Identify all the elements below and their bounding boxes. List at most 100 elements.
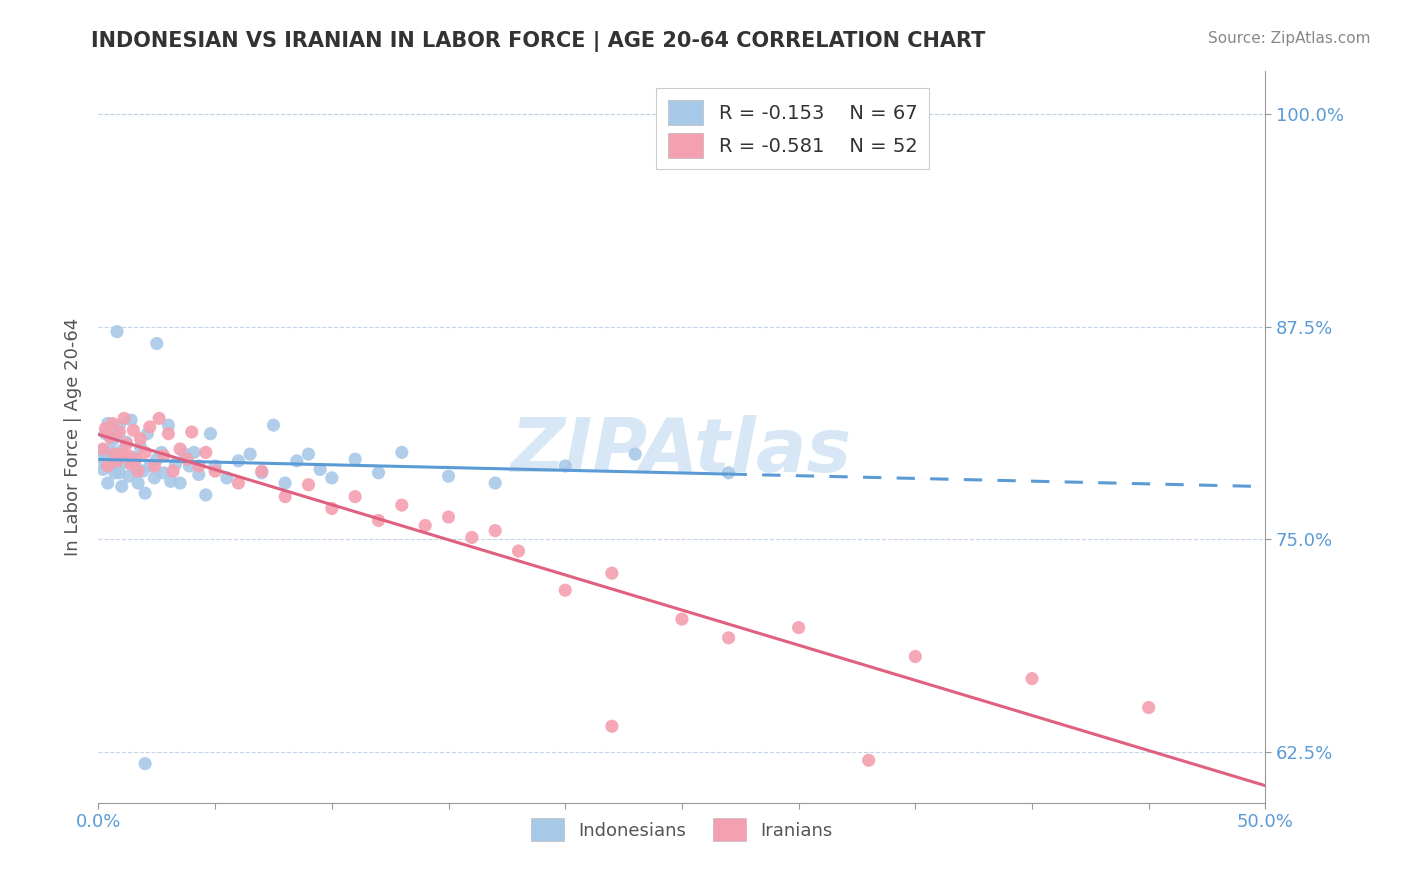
Point <box>159 475 181 489</box>
Point <box>554 458 576 473</box>
Point <box>600 719 623 733</box>
Point <box>367 466 389 480</box>
Point <box>297 447 319 461</box>
Point <box>111 443 134 458</box>
Point <box>115 437 138 451</box>
Point <box>146 336 169 351</box>
Point <box>437 469 460 483</box>
Point <box>194 488 217 502</box>
Point <box>105 450 128 465</box>
Point <box>122 423 145 437</box>
Point <box>104 466 127 480</box>
Point <box>215 471 238 485</box>
Point <box>194 445 217 459</box>
Point <box>157 418 180 433</box>
Text: Source: ZipAtlas.com: Source: ZipAtlas.com <box>1208 31 1371 46</box>
Point <box>484 524 506 538</box>
Text: INDONESIAN VS IRANIAN IN LABOR FORCE | AGE 20-64 CORRELATION CHART: INDONESIAN VS IRANIAN IN LABOR FORCE | A… <box>91 31 986 53</box>
Point <box>297 477 319 491</box>
Point <box>91 462 114 476</box>
Point <box>125 452 148 467</box>
Point <box>367 513 389 527</box>
Point <box>97 475 120 490</box>
Point <box>143 471 166 485</box>
Point <box>108 425 131 439</box>
Point <box>127 475 149 490</box>
Point <box>274 490 297 504</box>
Point <box>101 445 124 459</box>
Point <box>484 475 506 490</box>
Point <box>118 449 141 463</box>
Point <box>508 544 530 558</box>
Point <box>136 426 159 441</box>
Point <box>250 464 273 478</box>
Point <box>274 475 297 490</box>
Point <box>125 460 148 475</box>
Point <box>118 469 141 483</box>
Point <box>344 452 367 467</box>
Point <box>111 479 134 493</box>
Point <box>262 418 284 433</box>
Point <box>101 417 124 431</box>
Point <box>94 421 117 435</box>
Point <box>91 442 114 456</box>
Point <box>187 467 209 482</box>
Point <box>115 435 138 450</box>
Point <box>169 475 191 490</box>
Point <box>250 466 273 480</box>
Point <box>461 531 484 545</box>
Point <box>162 464 184 478</box>
Point <box>717 631 740 645</box>
Point <box>391 498 413 512</box>
Point <box>108 466 131 480</box>
Point <box>98 430 121 444</box>
Point <box>285 454 308 468</box>
Point <box>104 447 127 461</box>
Point <box>904 649 927 664</box>
Point <box>105 426 128 441</box>
Point <box>671 612 693 626</box>
Point <box>187 458 209 473</box>
Point <box>120 458 142 472</box>
Point <box>787 621 810 635</box>
Point <box>148 411 170 425</box>
Point <box>127 464 149 478</box>
Point <box>129 432 152 446</box>
Point <box>344 490 367 504</box>
Point <box>143 458 166 473</box>
Point <box>98 458 121 473</box>
Point <box>228 475 250 490</box>
Point <box>111 447 134 461</box>
Text: ZIPAtlas: ZIPAtlas <box>512 415 852 488</box>
Point <box>98 447 121 461</box>
Point <box>108 418 131 433</box>
Point <box>122 450 145 465</box>
Point <box>173 447 195 461</box>
Point <box>139 458 162 473</box>
Point <box>105 454 128 468</box>
Point <box>176 452 198 467</box>
Point <box>204 464 226 478</box>
Point <box>169 442 191 456</box>
Point <box>157 426 180 441</box>
Point <box>152 449 174 463</box>
Point <box>139 420 162 434</box>
Point <box>624 447 647 461</box>
Point <box>97 417 120 431</box>
Point <box>112 456 135 470</box>
Point <box>132 464 155 478</box>
Point <box>200 426 222 441</box>
Point <box>179 458 201 473</box>
Point <box>94 456 117 470</box>
Point <box>228 454 250 468</box>
Point <box>600 566 623 581</box>
Point <box>101 434 124 448</box>
Point <box>120 413 142 427</box>
Point <box>152 466 174 480</box>
Point <box>97 458 120 473</box>
Point <box>1137 700 1160 714</box>
Point <box>858 753 880 767</box>
Point <box>105 325 128 339</box>
Point <box>413 518 436 533</box>
Point <box>183 445 205 459</box>
